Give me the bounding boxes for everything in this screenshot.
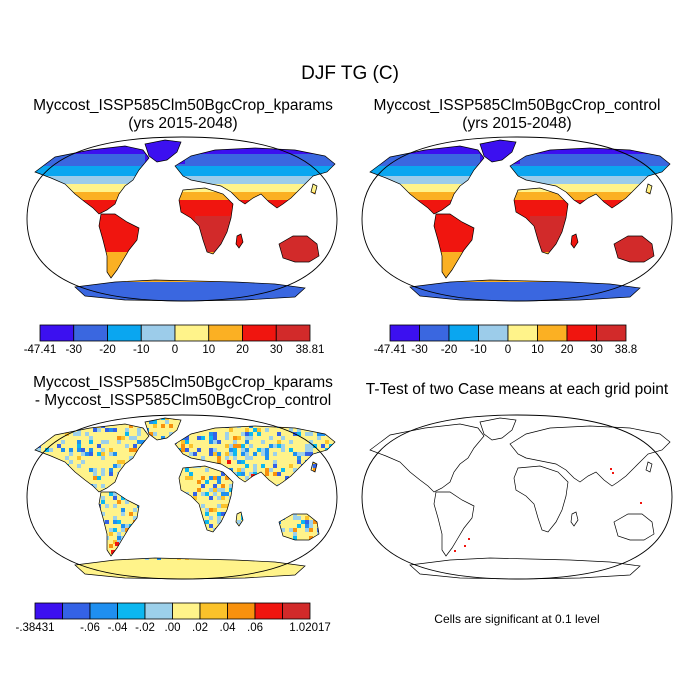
- colorbar-tick-label: 10: [531, 344, 544, 356]
- colorbar-swatch: [566, 324, 597, 342]
- figure-title: DJF TG (C): [301, 63, 399, 84]
- panel-title-line2: (yrs 2015-2048): [128, 115, 238, 132]
- panel-title-ttest: T-Test of two Case means at each grid po…: [362, 381, 672, 399]
- colorbar-swatch: [34, 602, 63, 620]
- colorbar-tick-label: 38.8: [614, 344, 638, 356]
- panel-title-line1: Myccost_ISSP585Clm50BgcCrop_kparams: [33, 374, 333, 391]
- colorbar-tick-label: 38.81: [295, 344, 325, 356]
- colorbar-swatch: [89, 602, 118, 620]
- colorbar-swatch: [144, 602, 173, 620]
- colorbar-tick-label: .02: [192, 622, 208, 634]
- colorbar-swatch: [199, 602, 228, 620]
- colorbar-tick-label: -47.41: [373, 344, 407, 356]
- colorbar-tick-label: -20: [99, 344, 116, 356]
- colorbar-swatch: [242, 324, 277, 342]
- colorbar-tick-label: 30: [590, 344, 603, 356]
- colorbar-swatch: [275, 324, 311, 342]
- colorbar-tick-label: -47.41: [23, 344, 57, 356]
- colorbar-swatch: [448, 324, 479, 342]
- colorbar-tick-label: -30: [65, 344, 83, 356]
- colorbar-swatch: [596, 324, 627, 342]
- colorbar-swatch: [140, 324, 176, 342]
- colorbar-swatch: [117, 602, 146, 620]
- colorbar-tick-label: 1.02017: [289, 622, 331, 634]
- colorbar-tick-label: .06: [247, 622, 263, 634]
- ttest-note: Cells are significant at 0.1 level: [434, 612, 600, 626]
- colorbar-swatch: [62, 602, 91, 620]
- panel-title-line1: Myccost_ISSP585Clm50BgcCrop_kparams: [33, 97, 333, 114]
- colorbar-swatch: [389, 324, 420, 342]
- colorbar-tick-label: -20: [440, 344, 458, 356]
- colorbar-swatch: [282, 602, 311, 620]
- colorbar-kparams: [39, 324, 311, 342]
- colorbar-control: [389, 324, 627, 342]
- colorbar-swatch: [174, 324, 210, 342]
- colorbar-tick-label: -30: [411, 344, 428, 356]
- panel-title-line2: - Myccost_ISSP585Clm50BgcCrop_control: [34, 392, 332, 409]
- map-ttest: [361, 414, 673, 580]
- map-difference: [26, 414, 338, 580]
- colorbar-tick-label: -.38431: [15, 622, 55, 634]
- colorbar-swatch: [227, 602, 256, 620]
- map-control: [361, 136, 673, 302]
- colorbar-difference: [34, 602, 311, 620]
- colorbar-swatch: [254, 602, 283, 620]
- colorbar-swatch: [107, 324, 142, 342]
- panel-title-control: Myccost_ISSP585Clm50BgcCrop_control (yrs…: [362, 97, 672, 133]
- colorbar-tick-label: -10: [470, 344, 487, 356]
- colorbar-tick-label: .04: [219, 622, 236, 634]
- panel-title-line1: T-Test of two Case means at each grid po…: [365, 381, 669, 398]
- colorbar-tick-label: -.04: [107, 622, 128, 634]
- colorbar-swatch: [208, 324, 243, 342]
- colorbar-swatch: [507, 324, 538, 342]
- map-kparams: [26, 136, 338, 302]
- colorbar-tick-label: -10: [132, 344, 150, 356]
- colorbar-swatch: [419, 324, 450, 342]
- colorbar-swatch: [478, 324, 509, 342]
- panel-title-difference: Myccost_ISSP585Clm50BgcCrop_kparams - My…: [28, 374, 338, 410]
- colorbar-tick-label: -.02: [135, 622, 155, 634]
- colorbar-tick-label: 0: [171, 344, 179, 356]
- colorbar-swatch: [172, 602, 201, 620]
- panel-title-kparams: Myccost_ISSP585Clm50BgcCrop_kparams (yrs…: [28, 97, 338, 133]
- colorbar-tick-label: -.06: [80, 622, 100, 634]
- colorbar-swatch: [73, 324, 108, 342]
- colorbar-swatch: [537, 324, 568, 342]
- panel-title-line1: Myccost_ISSP585Clm50BgcCrop_control: [373, 97, 661, 114]
- colorbar-tick-label: .00: [164, 622, 181, 634]
- colorbar-tick-label: 20: [560, 344, 574, 356]
- panel-title-line2: (yrs 2015-2048): [462, 115, 572, 132]
- colorbar-tick-label: 30: [269, 344, 283, 356]
- colorbar-swatch: [39, 324, 75, 342]
- colorbar-tick-label: 0: [504, 344, 512, 356]
- colorbar-tick-label: 10: [202, 344, 216, 356]
- colorbar-tick-label: 20: [236, 344, 249, 356]
